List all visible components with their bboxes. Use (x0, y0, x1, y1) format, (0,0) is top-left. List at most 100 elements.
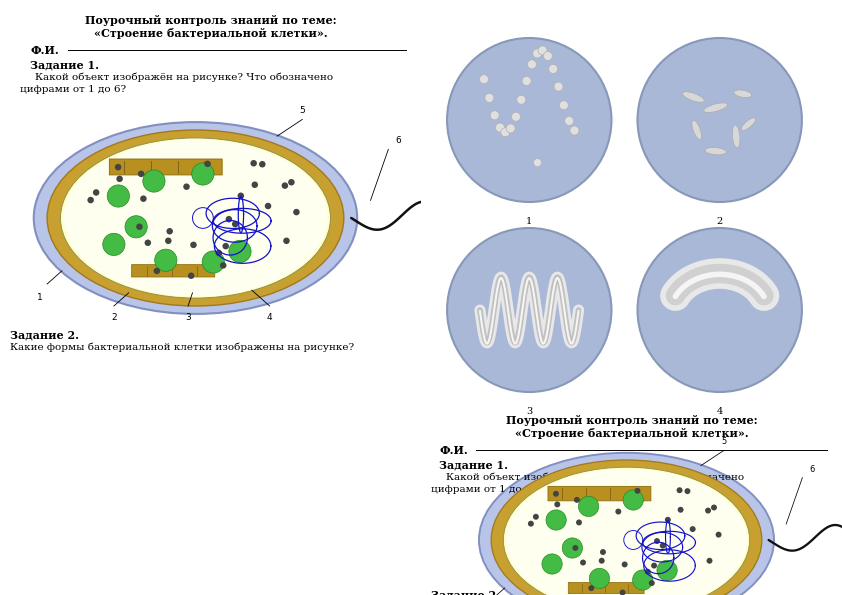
Circle shape (115, 164, 121, 170)
Circle shape (527, 60, 536, 69)
Ellipse shape (34, 122, 357, 314)
Text: Какой объект изображён на рисунке? Что обозначено: Какой объект изображён на рисунке? Что о… (446, 473, 744, 483)
Circle shape (565, 117, 573, 126)
Circle shape (522, 77, 531, 86)
Ellipse shape (47, 130, 344, 306)
Text: Какой объект изображён на рисунке? Что обозначено: Какой объект изображён на рисунке? Что о… (35, 73, 333, 83)
Circle shape (716, 532, 722, 538)
Circle shape (283, 237, 290, 244)
Circle shape (136, 224, 142, 230)
Circle shape (534, 159, 541, 167)
Circle shape (447, 38, 611, 202)
Circle shape (621, 562, 627, 568)
FancyBboxPatch shape (131, 265, 215, 277)
FancyBboxPatch shape (548, 486, 651, 501)
Text: 5: 5 (300, 106, 305, 115)
Ellipse shape (63, 140, 328, 296)
Circle shape (232, 221, 238, 227)
Text: 4: 4 (267, 313, 273, 322)
Ellipse shape (506, 469, 747, 595)
Circle shape (549, 64, 557, 73)
Text: 1: 1 (526, 217, 532, 226)
Circle shape (637, 228, 802, 392)
FancyBboxPatch shape (109, 159, 222, 175)
Text: Поурочный контроль знаний по теме:: Поурочный контроль знаний по теме: (85, 15, 336, 26)
Ellipse shape (733, 125, 740, 148)
Text: 6: 6 (396, 136, 402, 145)
Circle shape (620, 590, 626, 595)
Circle shape (533, 514, 539, 520)
Circle shape (706, 558, 712, 563)
Circle shape (553, 491, 559, 497)
Circle shape (192, 163, 214, 185)
Ellipse shape (504, 467, 749, 595)
Circle shape (140, 195, 147, 202)
Circle shape (447, 228, 611, 392)
Circle shape (264, 203, 271, 209)
Circle shape (517, 95, 525, 104)
Circle shape (281, 182, 288, 189)
Circle shape (288, 179, 295, 186)
Circle shape (528, 521, 534, 527)
Circle shape (229, 240, 251, 262)
Circle shape (678, 507, 684, 513)
Circle shape (501, 128, 510, 137)
Circle shape (677, 487, 683, 493)
Circle shape (651, 563, 657, 569)
Circle shape (202, 251, 224, 273)
Text: 5: 5 (722, 437, 727, 446)
Ellipse shape (479, 453, 774, 595)
Circle shape (637, 38, 802, 202)
Circle shape (107, 185, 130, 207)
Circle shape (103, 233, 125, 255)
Circle shape (570, 126, 579, 135)
Ellipse shape (733, 90, 752, 98)
Circle shape (490, 111, 499, 120)
Ellipse shape (61, 138, 330, 298)
Circle shape (143, 170, 165, 192)
Ellipse shape (692, 120, 701, 140)
Ellipse shape (491, 460, 762, 595)
Circle shape (589, 585, 594, 591)
Circle shape (665, 517, 671, 523)
Circle shape (293, 209, 300, 215)
Circle shape (600, 549, 606, 555)
Circle shape (554, 502, 560, 508)
Circle shape (145, 240, 151, 246)
Text: 2: 2 (717, 217, 722, 226)
Text: 6: 6 (809, 465, 814, 474)
Circle shape (259, 161, 265, 167)
Text: Задание 2.: Задание 2. (10, 330, 79, 341)
Circle shape (546, 510, 567, 530)
Text: Какие формы бактериальной клетки изображены на рисунке?: Какие формы бактериальной клетки изображ… (10, 343, 354, 352)
Circle shape (580, 559, 586, 565)
Circle shape (165, 237, 172, 244)
Text: «Строение бактериальной клетки».: «Строение бактериальной клетки». (93, 28, 328, 39)
Text: 3: 3 (526, 407, 532, 416)
Circle shape (495, 123, 504, 132)
Circle shape (685, 488, 690, 494)
Circle shape (705, 508, 711, 513)
Text: 3: 3 (185, 313, 191, 322)
Text: цифрами от 1 до 6?: цифрами от 1 до 6? (20, 85, 126, 94)
Circle shape (88, 197, 94, 203)
Circle shape (538, 46, 547, 55)
Circle shape (222, 243, 229, 249)
Circle shape (578, 496, 599, 516)
Circle shape (645, 569, 651, 575)
Text: Поурочный контроль знаний по теме:: Поурочный контроль знаний по теме: (506, 415, 757, 426)
Circle shape (690, 526, 695, 532)
Text: 2: 2 (111, 313, 117, 322)
Circle shape (654, 538, 660, 544)
Circle shape (93, 189, 99, 196)
Circle shape (485, 93, 494, 102)
Text: Задание 1.: Задание 1. (30, 60, 99, 71)
Circle shape (138, 171, 144, 177)
Circle shape (480, 75, 488, 84)
FancyBboxPatch shape (568, 583, 644, 594)
Circle shape (153, 268, 160, 274)
Circle shape (184, 183, 189, 190)
Circle shape (635, 488, 641, 494)
Circle shape (237, 193, 244, 199)
Circle shape (125, 216, 147, 238)
